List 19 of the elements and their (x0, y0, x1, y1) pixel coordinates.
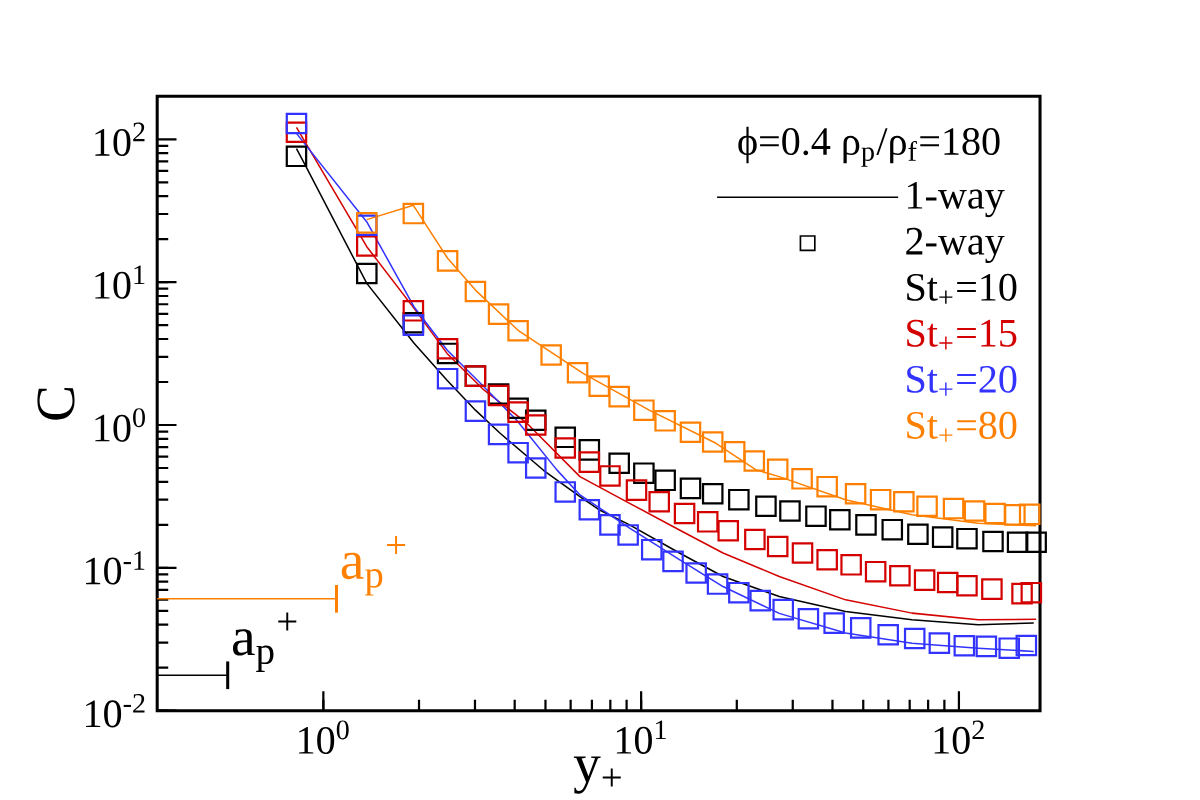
y-tick-label: 10$^{1}$ (95, 265, 145, 299)
x-tick-label: 10$^{2}$ (934, 720, 984, 755)
y-tick-label: 10$^{0}$ (95, 408, 145, 442)
annotation: a$_{p}$+ (341, 536, 406, 596)
x-tick-label: 10$^{0}$ (299, 720, 349, 755)
annotation: 2-way (906, 227, 1005, 264)
annotation: a$_{p}$+ (232, 612, 297, 673)
y-tick-label: 10$^{-1}$ (86, 551, 145, 585)
y-tick-label: 10$^{-2}$ (86, 694, 145, 728)
text: St$_{+}$=15 (907, 319, 1017, 350)
x-axis-title: y$_{+}$ (573, 756, 621, 794)
annotation: 1-way (907, 182, 1005, 218)
legend-title: ϕ=0.4 ρ$_{p}$/ρ$_{f}$=180 (738, 126, 1000, 167)
text: St$_{+}$=20 (907, 365, 1017, 396)
y-axis-title: C (37, 388, 75, 420)
x-tick-label: 10$^{1}$ (616, 720, 666, 754)
text: St$_{+}$=10 (907, 273, 1017, 304)
series-label: St$_{+}$=80 (907, 411, 1017, 442)
y-tick-label: 10$^{2}$ (95, 122, 145, 157)
